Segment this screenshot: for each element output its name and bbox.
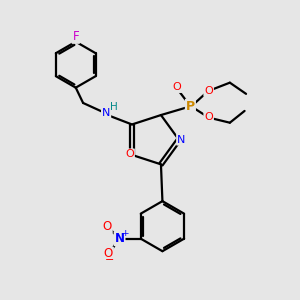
Text: O: O [104,248,113,260]
Text: P: P [186,100,195,113]
Text: H: H [110,102,118,112]
Text: N: N [177,135,185,145]
Text: O: O [204,112,213,122]
Text: +: + [121,229,129,238]
Text: O: O [173,82,182,92]
Text: O: O [125,149,134,159]
Text: F: F [72,30,79,43]
Text: O: O [204,86,213,96]
Text: N: N [102,108,110,118]
Text: −: − [105,256,115,266]
Text: O: O [103,220,112,233]
Text: N: N [115,232,124,245]
